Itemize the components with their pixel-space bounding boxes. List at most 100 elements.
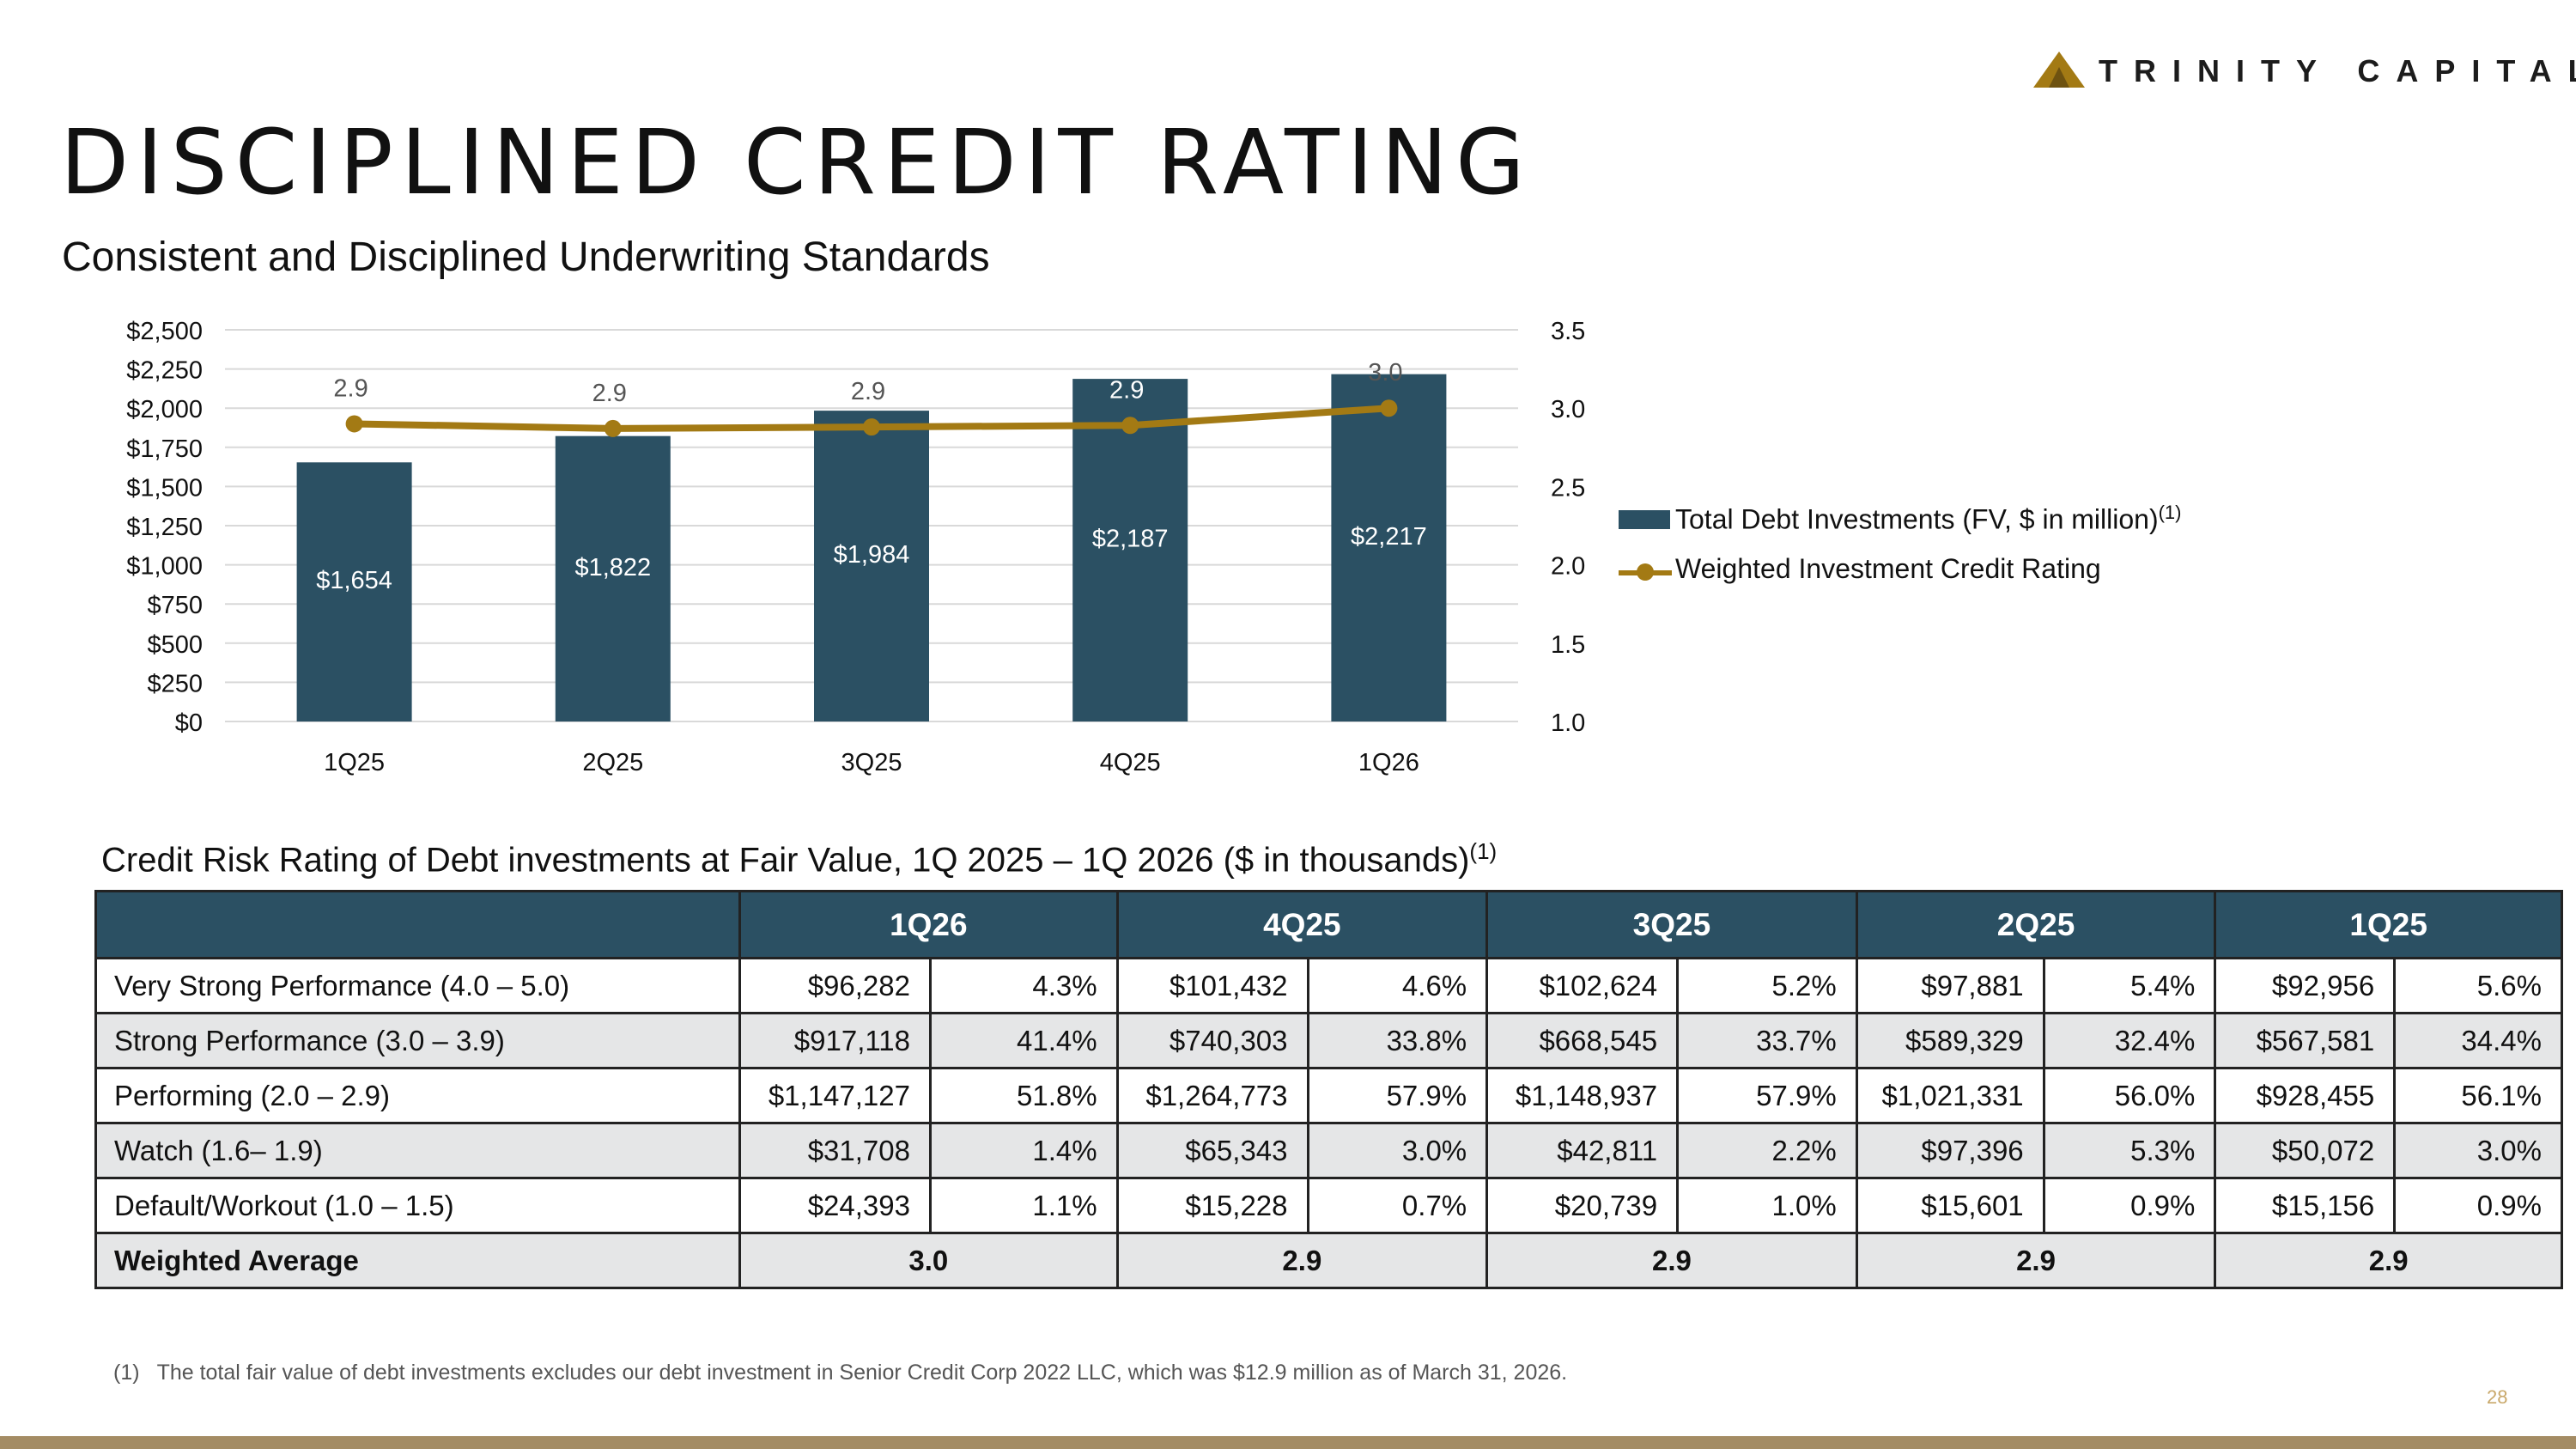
bar-value-label: $1,654 — [316, 567, 392, 594]
percent-cell: 4.3% — [929, 957, 1119, 1014]
amount-cell: $24,393 — [738, 1177, 932, 1234]
average-cell: 2.9 — [1855, 1232, 2217, 1289]
average-cell: 2.9 — [1115, 1232, 1489, 1289]
rating-point — [863, 418, 880, 436]
table-row: Default/Workout (1.0 – 1.5) $24,393 1.1% $1… — [94, 1177, 2563, 1234]
rating-point — [604, 419, 622, 437]
rating-point — [345, 415, 363, 433]
percent-cell: 33.8% — [1306, 1012, 1489, 1069]
percent-cell: 4.6% — [1306, 957, 1489, 1014]
legend-footnote-mark: (1) — [2158, 502, 2182, 523]
row-label: Performing (2.0 – 2.9) — [94, 1067, 742, 1124]
percent-cell: 57.9% — [1306, 1067, 1489, 1124]
x-tick-label: 1Q26 — [1358, 749, 1419, 776]
bar-value-label: $1,822 — [574, 554, 651, 581]
bar — [814, 411, 929, 721]
weighted-average-row: Weighted Average 3.0 2.9 2.9 2.9 2.9 — [94, 1232, 2563, 1289]
credit-risk-rating-table: 1Q26 4Q25 3Q25 2Q25 1Q25 Very Strong Per… — [94, 890, 2563, 1289]
percent-cell: 0.7% — [1306, 1177, 1489, 1234]
x-tick-label: 1Q25 — [324, 749, 385, 776]
table-row: Strong Performance (3.0 – 3.9) $917,118 41… — [94, 1012, 2563, 1069]
y2-tick-label: 2.0 — [1551, 553, 1585, 581]
amount-cell: $928,455 — [2214, 1067, 2397, 1124]
percent-cell: 0.9% — [2042, 1177, 2217, 1234]
percent-cell: 0.9% — [2393, 1177, 2563, 1234]
percent-cell: 5.4% — [2042, 957, 2217, 1014]
y-tick-label: $0 — [175, 709, 203, 737]
y-tick-label: $1,500 — [126, 474, 203, 502]
table-caption-footnote-mark: (1) — [1469, 838, 1498, 864]
average-cell: 2.9 — [1485, 1232, 1858, 1289]
amount-cell: $15,228 — [1115, 1177, 1309, 1234]
amount-cell: $15,156 — [2214, 1177, 2397, 1234]
y-tick-label: $2,250 — [126, 357, 203, 385]
bar — [1072, 379, 1188, 721]
amount-cell: $15,601 — [1855, 1177, 2045, 1234]
row-label: Weighted Average — [94, 1232, 742, 1289]
legend-line-label: Weighted Investment Credit Rating — [1675, 553, 2101, 584]
rating-point — [1380, 399, 1398, 417]
y-tick-label: $250 — [147, 670, 203, 697]
rating-point — [1121, 417, 1139, 435]
bar-value-label: $2,217 — [1351, 523, 1427, 551]
y-tick-label: $1,750 — [126, 435, 203, 463]
table-row: Very Strong Performance (4.0 – 5.0) $96,2… — [94, 957, 2563, 1014]
row-label: Default/Workout (1.0 – 1.5) — [94, 1177, 742, 1234]
percent-cell: 51.8% — [929, 1067, 1119, 1124]
percent-cell: 33.7% — [1676, 1012, 1858, 1069]
x-tick-label: 2Q25 — [582, 749, 643, 776]
debt-investments-chart: $0 $250 $500 $750 $1,000 $1,250 $1,500 $1,750 $2… — [126, 318, 1585, 776]
column-header: 2Q25 — [1855, 890, 2217, 959]
x-tick-label: 3Q25 — [841, 749, 902, 776]
average-cell: 3.0 — [738, 1232, 1119, 1289]
percent-cell: 1.1% — [929, 1177, 1119, 1234]
y2-tick-label: 3.0 — [1551, 396, 1585, 423]
amount-cell: $97,881 — [1855, 957, 2045, 1014]
y-tick-label: $1,250 — [126, 514, 203, 541]
amount-cell: $589,329 — [1855, 1012, 2045, 1069]
percent-cell: 2.2% — [1676, 1122, 1858, 1179]
y-tick-label: $2,000 — [126, 396, 203, 423]
amount-cell: $1,148,937 — [1485, 1067, 1680, 1124]
footnote-text: The total fair value of debt investments… — [156, 1361, 1568, 1385]
legend-line-swatch — [1619, 563, 1672, 581]
percent-cell: 5.2% — [1676, 957, 1858, 1014]
y-tick-label: $2,500 — [126, 318, 203, 345]
triangle-logo-icon — [2033, 52, 2085, 88]
amount-cell: $97,396 — [1855, 1122, 2045, 1179]
column-header: 4Q25 — [1115, 890, 1489, 959]
amount-cell: $917,118 — [738, 1012, 932, 1069]
table-header-row: 1Q26 4Q25 3Q25 2Q25 1Q25 — [94, 890, 2563, 959]
legend-bar-swatch — [1619, 510, 1670, 529]
page-title: DISCIPLINED CREDIT RATING — [60, 110, 1533, 215]
percent-cell: 56.1% — [2393, 1067, 2563, 1124]
rating-value-label: 2.9 — [1109, 376, 1144, 404]
table-caption: Credit Risk Rating of Debt investments a… — [101, 838, 1497, 880]
y2-tick-label: 1.5 — [1551, 631, 1585, 659]
amount-cell: $1,264,773 — [1115, 1067, 1309, 1124]
y2-tick-label: 3.5 — [1551, 318, 1585, 345]
y-tick-label: $1,000 — [126, 553, 203, 581]
percent-cell: 3.0% — [1306, 1122, 1489, 1179]
bottom-accent-band — [0, 1436, 2576, 1449]
table-caption-text: Credit Risk Rating of Debt investments a… — [101, 841, 1470, 880]
amount-cell: $50,072 — [2214, 1122, 2397, 1179]
amount-cell: $101,432 — [1115, 957, 1309, 1014]
percent-cell: 3.0% — [2393, 1122, 2563, 1179]
column-header: 1Q26 — [738, 890, 1119, 959]
bar — [555, 435, 671, 721]
y-tick-label: $750 — [147, 592, 203, 619]
y-tick-label: $500 — [147, 631, 203, 659]
amount-cell: $31,708 — [738, 1122, 932, 1179]
bar — [296, 462, 412, 721]
amount-cell: $1,147,127 — [738, 1067, 932, 1124]
percent-cell: 57.9% — [1676, 1067, 1858, 1124]
trinity-capital-logo: TRINITY CAPITAL — [2032, 50, 2576, 93]
amount-cell: $668,545 — [1485, 1012, 1680, 1069]
page-number: 28 — [2487, 1386, 2508, 1408]
average-cell: 2.9 — [2214, 1232, 2563, 1289]
column-header: 3Q25 — [1485, 890, 1858, 959]
row-label: Very Strong Performance (4.0 – 5.0) — [94, 957, 742, 1014]
rating-value-label: 2.9 — [851, 378, 885, 405]
amount-cell: $20,739 — [1485, 1177, 1680, 1234]
